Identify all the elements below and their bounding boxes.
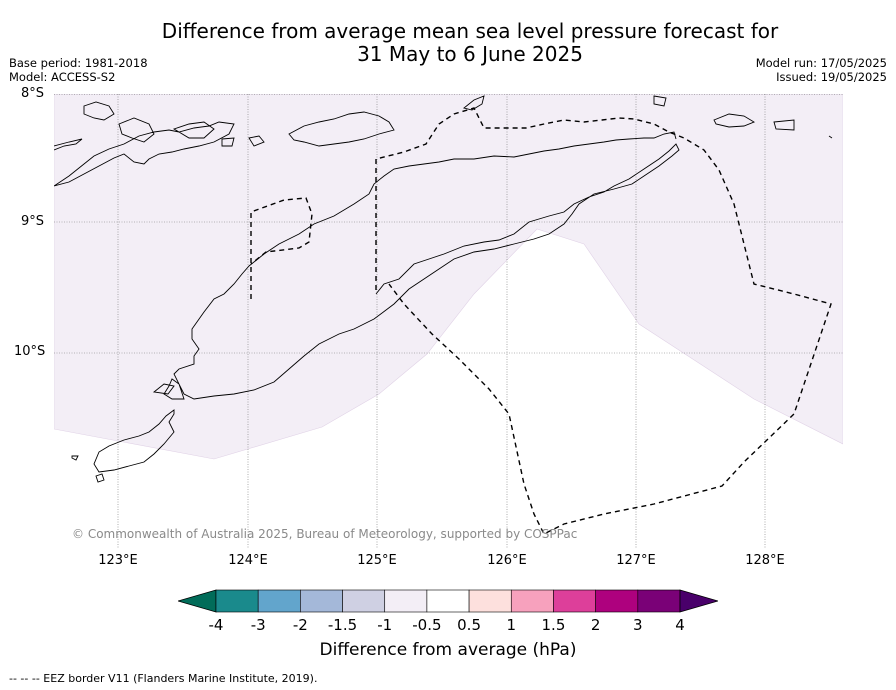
colorbar-cell — [215, 589, 259, 613]
colorbar-label: Difference from average (hPa) — [319, 640, 577, 660]
lon-label-126e: 126°E — [487, 553, 527, 568]
lat-label-8s: 8°S — [21, 86, 45, 101]
lon-label-128e: 128°E — [745, 553, 785, 568]
title-line-2: 31 May to 6 June 2025 — [357, 42, 583, 66]
colorbar — [178, 589, 718, 613]
lat-label-10s: 10°S — [14, 344, 46, 359]
colorbar-cell — [342, 589, 386, 613]
colorbar-tick-label: -1 — [377, 616, 393, 634]
colorbar-over-arrow — [679, 589, 718, 613]
colorbar-tick-label: -4 — [208, 616, 224, 634]
gridlines — [54, 94, 843, 549]
colorbar-tick-label: -1.5 — [327, 616, 358, 634]
colorbar-tick-label: -0.5 — [412, 616, 442, 634]
base-period: Base period: 1981-2018 — [9, 56, 148, 70]
eez-footnote: -- -- -- EEZ border V11 (Flanders Marine… — [9, 672, 318, 685]
timor-island-outline — [163, 131, 680, 400]
chart-title: Difference from average mean sea level p… — [120, 20, 820, 66]
colorbar-tick-label: -3 — [250, 616, 266, 634]
anomaly-fill-region — [54, 94, 843, 460]
title-line-1: Difference from average mean sea level p… — [161, 19, 779, 43]
colorbar-cell — [510, 589, 554, 613]
lon-label-127e: 127°E — [616, 553, 656, 568]
lon-label-125e: 125°E — [357, 553, 397, 568]
lat-label-9s: 9°S — [21, 214, 45, 229]
meta-left: Base period: 1981-2018 Model: ACCESS-S2 — [9, 56, 148, 84]
colorbar-cell — [426, 589, 470, 613]
colorbar-tick-label: 1 — [506, 616, 517, 634]
colorbar-cell — [468, 589, 512, 613]
colorbar-tick-label: 0.5 — [457, 616, 481, 634]
colorbar-cell — [384, 589, 428, 613]
southern-coast-outline — [71, 383, 175, 483]
colorbar-tick-label: -2 — [292, 616, 308, 634]
model-run: Model run: 17/05/2025 — [755, 56, 887, 70]
colorbar-under-arrow — [178, 589, 217, 613]
eez-border-line — [250, 107, 832, 535]
colorbar-tick-label: 4 — [675, 616, 685, 634]
colorbar-cell — [257, 589, 301, 613]
colorbar-tick-label: 3 — [633, 616, 643, 634]
lon-label-123e: 123°E — [98, 553, 138, 568]
issued-date: Issued: 19/05/2025 — [776, 70, 887, 84]
colorbar-cell — [553, 589, 596, 613]
northern-islands-outline — [54, 95, 833, 187]
colorbar-tick-label: 1.5 — [541, 616, 566, 634]
colorbar-cell — [637, 589, 681, 613]
colorbar-cell — [300, 589, 343, 613]
meta-right: Model run: 17/05/2025 Issued: 19/05/2025 — [756, 56, 887, 84]
copyright-notice: © Commonwealth of Australia 2025, Bureau… — [72, 527, 578, 541]
colorbar-cell — [595, 589, 639, 613]
lon-label-124e: 124°E — [228, 553, 268, 568]
colorbar-tick-label: 2 — [590, 616, 601, 634]
map-panel — [54, 94, 843, 549]
model-name: Model: ACCESS-S2 — [9, 70, 116, 84]
colorbar-cells — [215, 589, 681, 613]
